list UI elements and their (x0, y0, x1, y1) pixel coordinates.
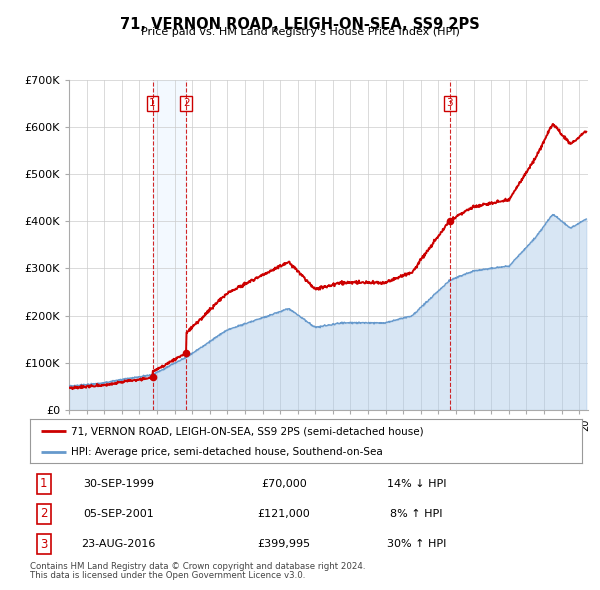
Text: £399,995: £399,995 (257, 539, 310, 549)
Text: 14% ↓ HPI: 14% ↓ HPI (386, 478, 446, 489)
Text: 71, VERNON ROAD, LEIGH-ON-SEA, SS9 2PS: 71, VERNON ROAD, LEIGH-ON-SEA, SS9 2PS (120, 17, 480, 31)
Text: 3: 3 (40, 537, 47, 550)
Text: 2: 2 (183, 99, 190, 108)
Text: 3: 3 (446, 99, 453, 108)
Text: 1: 1 (40, 477, 47, 490)
Text: 71, VERNON ROAD, LEIGH-ON-SEA, SS9 2PS (semi-detached house): 71, VERNON ROAD, LEIGH-ON-SEA, SS9 2PS (… (71, 427, 424, 436)
Text: 1: 1 (149, 99, 156, 108)
Text: £70,000: £70,000 (261, 478, 307, 489)
Text: 23-AUG-2016: 23-AUG-2016 (81, 539, 155, 549)
Text: HPI: Average price, semi-detached house, Southend-on-Sea: HPI: Average price, semi-detached house,… (71, 447, 383, 457)
Bar (152, 80, 187, 410)
Text: 30% ↑ HPI: 30% ↑ HPI (387, 539, 446, 549)
Text: Contains HM Land Registry data © Crown copyright and database right 2024.: Contains HM Land Registry data © Crown c… (30, 562, 365, 571)
Text: This data is licensed under the Open Government Licence v3.0.: This data is licensed under the Open Gov… (30, 571, 305, 579)
Text: £121,000: £121,000 (257, 509, 310, 519)
Text: 05-SEP-2001: 05-SEP-2001 (83, 509, 154, 519)
Text: 30-SEP-1999: 30-SEP-1999 (83, 478, 154, 489)
Text: Price paid vs. HM Land Registry's House Price Index (HPI): Price paid vs. HM Land Registry's House … (140, 27, 460, 37)
Text: 8% ↑ HPI: 8% ↑ HPI (390, 509, 443, 519)
Text: 2: 2 (40, 507, 47, 520)
